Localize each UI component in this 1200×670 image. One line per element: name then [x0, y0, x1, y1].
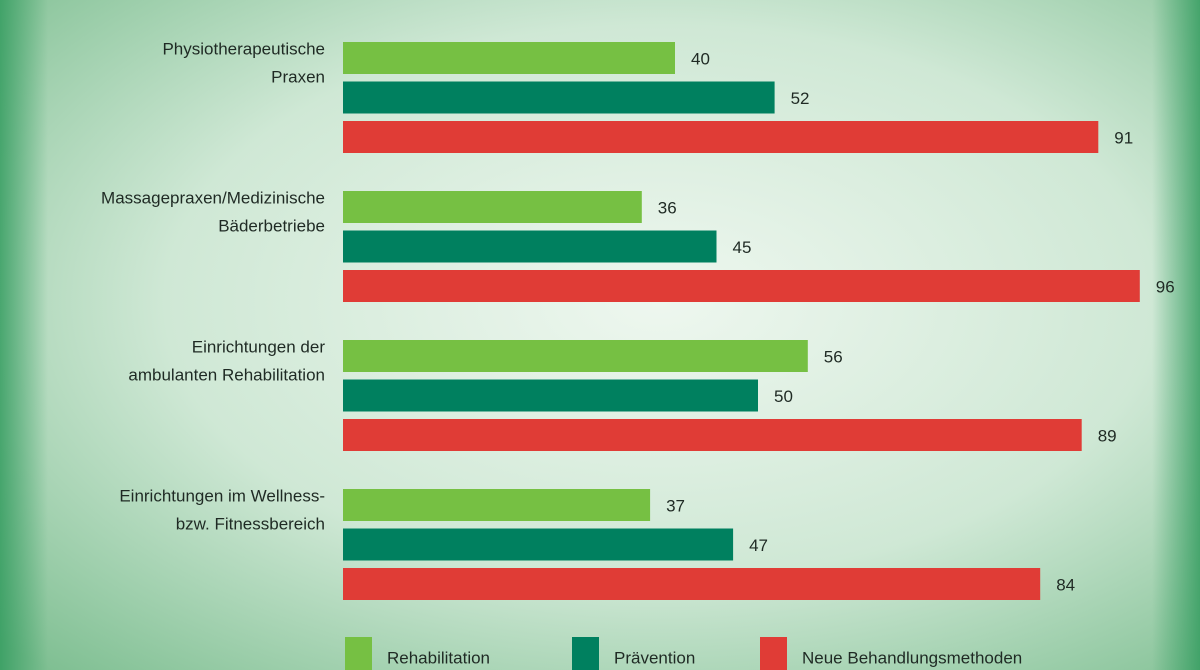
category-label: Einrichtungen im Wellness-	[119, 486, 325, 505]
value-label: 45	[733, 238, 752, 257]
value-label: 89	[1098, 426, 1117, 445]
category-label: bzw. Fitnessbereich	[176, 514, 325, 533]
value-label: 50	[774, 387, 793, 406]
value-label: 47	[749, 536, 768, 555]
category-label: Praxen	[271, 67, 325, 86]
bar	[343, 191, 642, 223]
bar	[343, 568, 1041, 600]
category-label: Massagepraxen/Medizinische	[101, 188, 325, 207]
bar	[343, 489, 651, 521]
bar	[343, 42, 675, 74]
value-label: 56	[824, 347, 843, 366]
bar	[343, 419, 1082, 451]
bar	[343, 121, 1099, 153]
value-label: 84	[1056, 575, 1075, 594]
legend-swatch	[572, 637, 599, 670]
bar	[343, 379, 758, 412]
bar	[343, 270, 1140, 302]
value-label: 40	[691, 49, 710, 68]
legend-label: Prävention	[614, 648, 695, 667]
value-label: 96	[1156, 277, 1175, 296]
bar	[343, 340, 808, 372]
legend-label: Neue Behandlungsmethoden	[802, 648, 1022, 667]
value-label: 91	[1114, 128, 1133, 147]
value-label: 37	[666, 496, 685, 515]
category-label: ambulanten Rehabilitation	[128, 365, 325, 384]
bar	[343, 230, 717, 263]
value-label: 36	[658, 198, 677, 217]
category-label: Einrichtungen der	[192, 337, 326, 356]
legend-swatch	[760, 637, 787, 670]
bar	[343, 81, 775, 114]
bar	[343, 528, 734, 561]
value-label: 52	[791, 89, 810, 108]
category-label: Bäderbetriebe	[218, 216, 325, 235]
legend-label: Rehabilitation	[387, 648, 490, 667]
legend-swatch	[345, 637, 372, 670]
category-label: Physiotherapeutische	[162, 39, 325, 58]
